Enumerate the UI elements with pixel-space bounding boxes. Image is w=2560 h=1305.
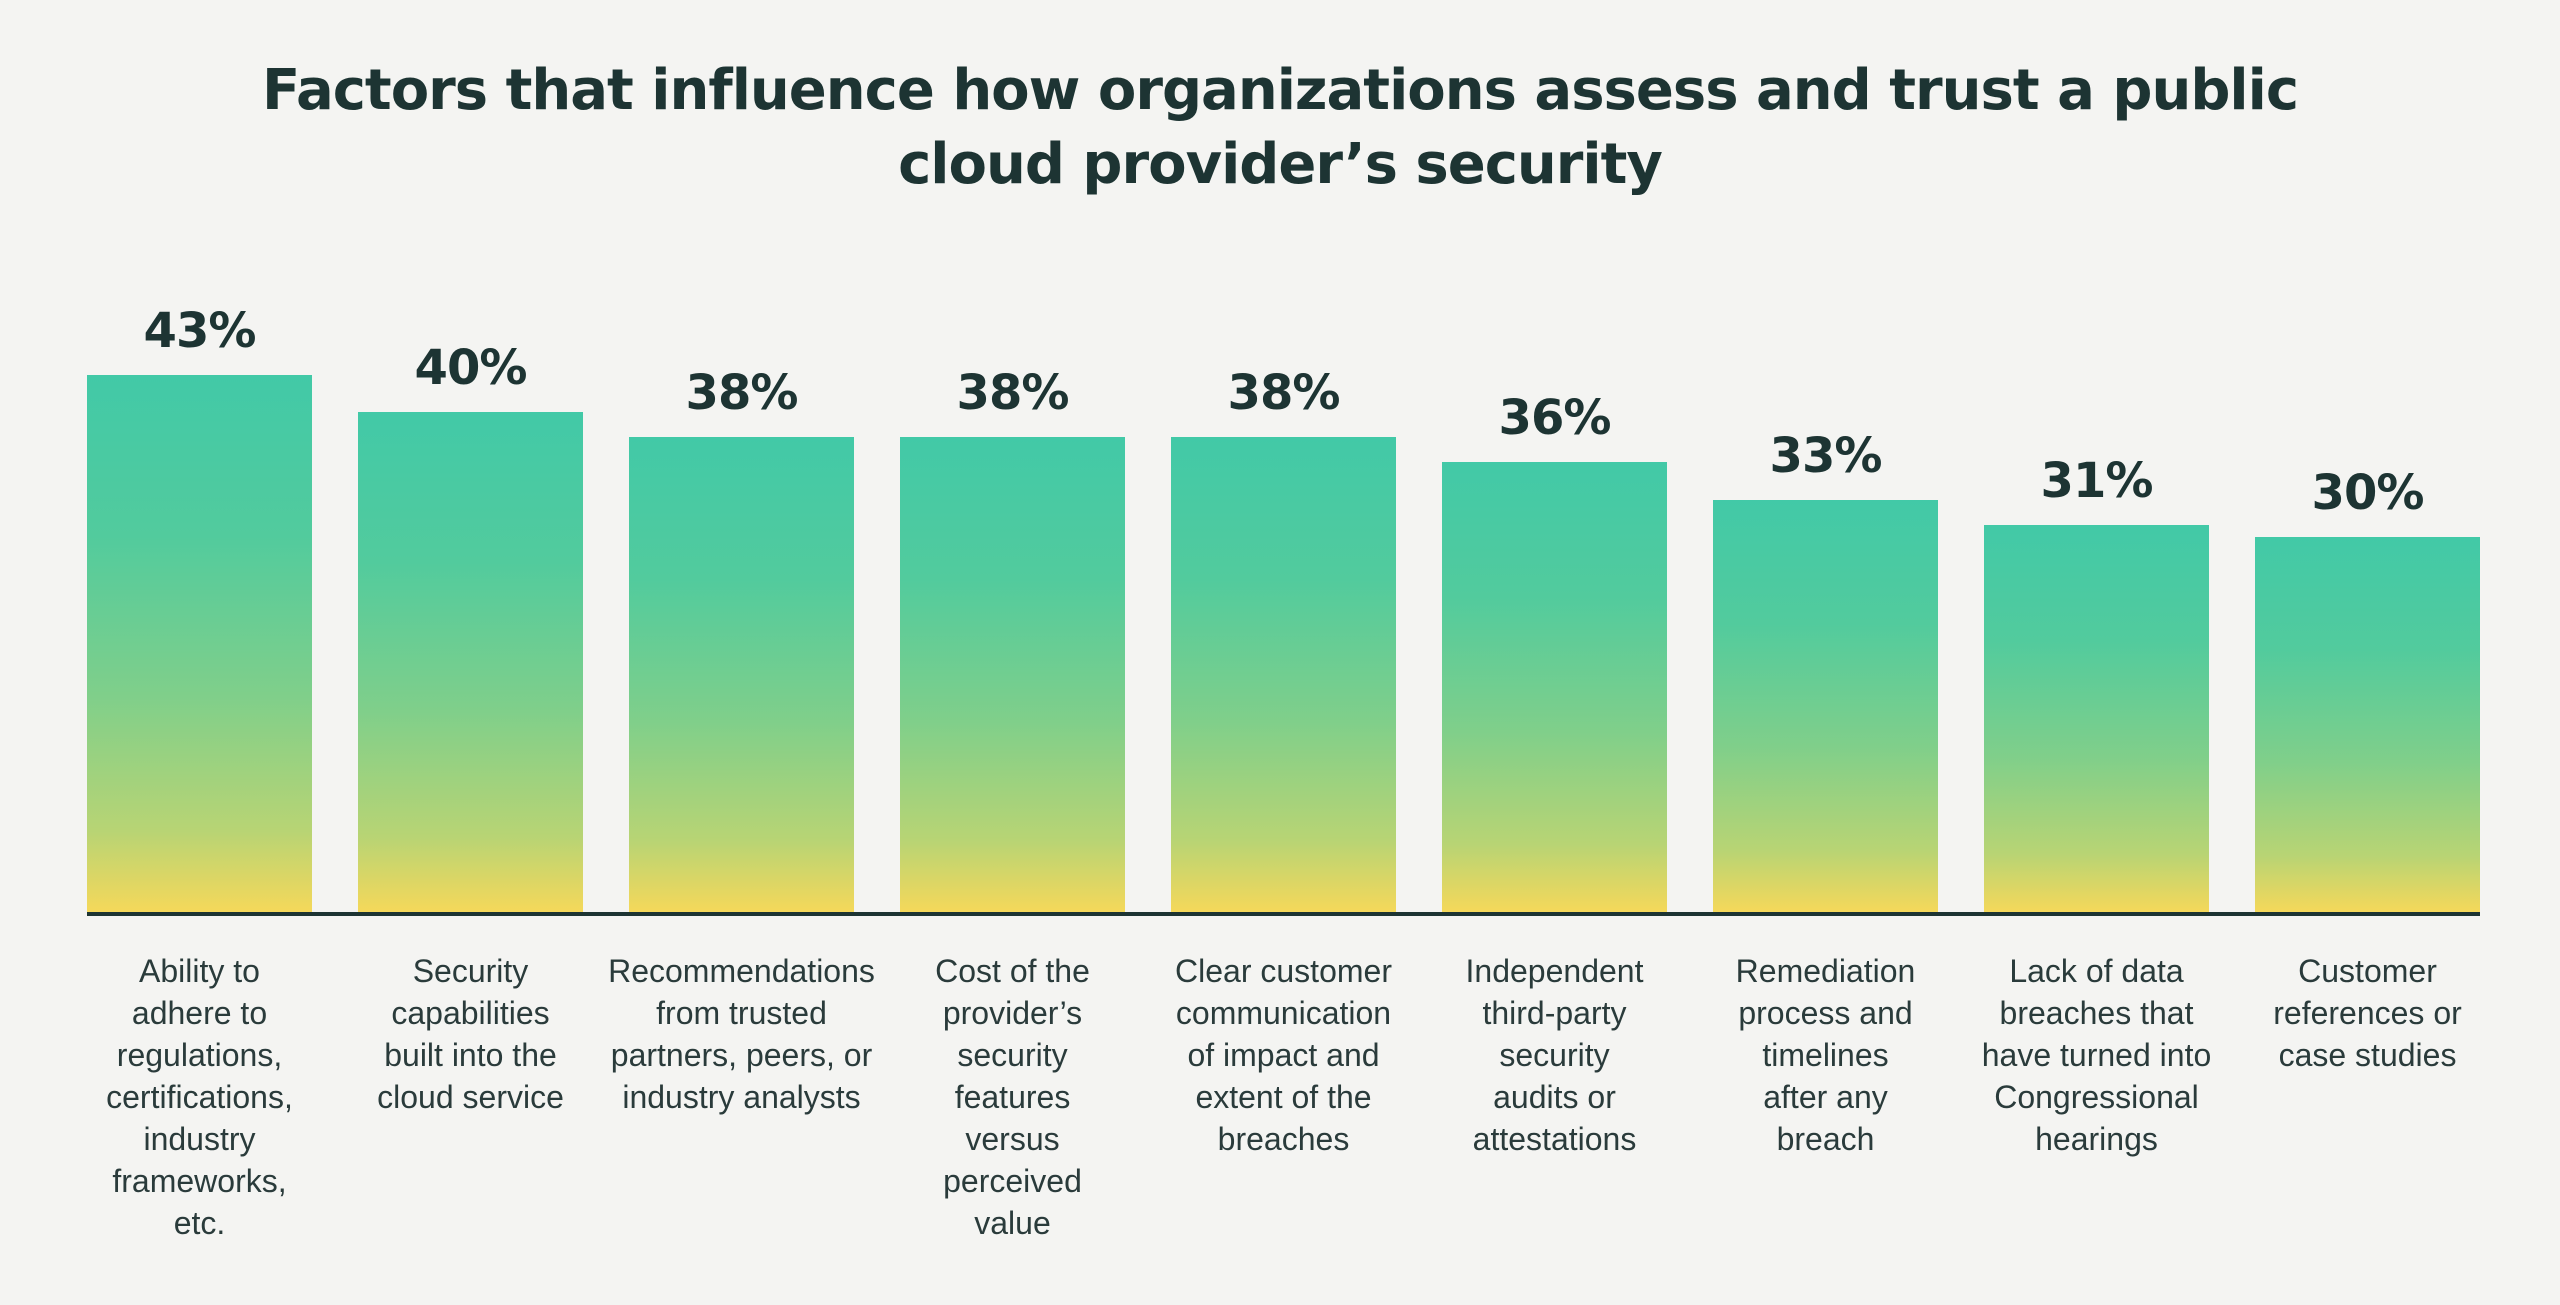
category-label-line: cloud service [377, 1079, 564, 1115]
bar [900, 437, 1125, 912]
category-label: Remediation process and timelines after any… [1690, 950, 1961, 1160]
category-label: Lack of data breaches that have turned int… [1961, 950, 2232, 1160]
data-label: 40% [414, 340, 528, 396]
category-label-line: communication [1175, 995, 1392, 1031]
bar [1442, 462, 1667, 912]
category-label-line: regulations, [116, 1037, 283, 1073]
category-label-line: hearings [2035, 1121, 2158, 1157]
bar [1984, 524, 2209, 912]
category-label-line: perceived [943, 1163, 1082, 1199]
bar [2255, 537, 2480, 912]
category-label-line: industry analysts [622, 1079, 861, 1115]
category-label-line: Congressional [1994, 1079, 2199, 1115]
category-label-line: from trusted [656, 995, 827, 1031]
category-label-line: third-party [1482, 995, 1627, 1031]
category-label-line: provider’s [942, 995, 1083, 1031]
category-label-line: Remediation [1735, 953, 1916, 989]
category-label-line: case studies [2278, 1037, 2457, 1073]
category-label-line: value [974, 1205, 1051, 1241]
category-label-line: Security [412, 953, 529, 989]
data-label: 38% [956, 365, 1070, 421]
category-label-line: timelines [1762, 1037, 1889, 1073]
data-label: 36% [1498, 390, 1612, 446]
category-label: Clear customer communication of impact and… [1148, 950, 1419, 1160]
x-axis-line [87, 912, 2480, 916]
category-label: Customer references or case studies [2232, 950, 2503, 1076]
bar [87, 374, 312, 912]
category-label: Recommendations from trusted partners, pee… [606, 950, 877, 1118]
category-label: Cost of the provider’s security features ver… [877, 950, 1148, 1244]
category-label-line: security [1499, 1037, 1610, 1073]
category-label-line: Customer [2298, 953, 2437, 989]
category-label-line: industry [143, 1121, 256, 1157]
category-label: Independent third-party security audits or a… [1419, 950, 1690, 1160]
category-label-line: extent of the [1195, 1079, 1372, 1115]
category-label-line: process and [1738, 995, 1913, 1031]
category-label-line: etc. [173, 1205, 226, 1241]
bar [1713, 499, 1938, 912]
chart-title-line: cloud provider’s security [898, 132, 1663, 197]
data-label: 33% [1769, 427, 1883, 484]
data-label: 30% [2311, 465, 2425, 521]
category-label: Security capabilities built into the cloud … [335, 950, 606, 1118]
category-label-line: features [954, 1079, 1071, 1115]
data-label: 31% [2040, 452, 2154, 509]
category-label-line: breach [1776, 1121, 1875, 1157]
bar [358, 412, 583, 912]
category-label-line: Clear customer [1175, 953, 1392, 989]
category-label-line: of impact and [1187, 1037, 1380, 1073]
category-label-line: capabilities [391, 995, 550, 1031]
category-label-line: have turned into [1981, 1037, 2212, 1073]
category-label-line: adhere to [131, 995, 268, 1031]
category-label-line: audits or [1493, 1079, 1616, 1115]
data-label: 38% [1227, 365, 1341, 421]
category-label-line: built into the [384, 1037, 557, 1073]
chart-title-line: Factors that influence how organizations… [261, 58, 2299, 123]
category-label-line: Lack of data [2009, 953, 2184, 989]
category-label-line: breaches that [1999, 995, 2194, 1031]
category-label-line: security [957, 1037, 1068, 1073]
bar [629, 437, 854, 912]
category-label-line: after any [1763, 1079, 1888, 1115]
category-label: Ability to adhere to regulations, certifica… [64, 950, 335, 1244]
category-label-line: partners, peers, or [610, 1037, 873, 1073]
bar [1171, 437, 1396, 912]
category-label-line: Cost of the [935, 953, 1090, 989]
category-label-line: Ability to [139, 953, 260, 989]
category-label-line: versus [965, 1121, 1060, 1157]
category-label-line: frameworks, [112, 1163, 287, 1199]
category-label-line: breaches [1217, 1121, 1350, 1157]
data-label: 43% [143, 302, 257, 359]
category-label-line: Independent [1465, 953, 1644, 989]
data-label: 38% [685, 365, 799, 421]
category-label-line: references or [2273, 995, 2462, 1031]
category-label-line: certifications, [106, 1079, 293, 1115]
category-label-line: attestations [1472, 1121, 1637, 1157]
category-label-line: Recommendations [608, 953, 875, 989]
chart-title: Factors that influence how organizations… [0, 54, 2560, 202]
